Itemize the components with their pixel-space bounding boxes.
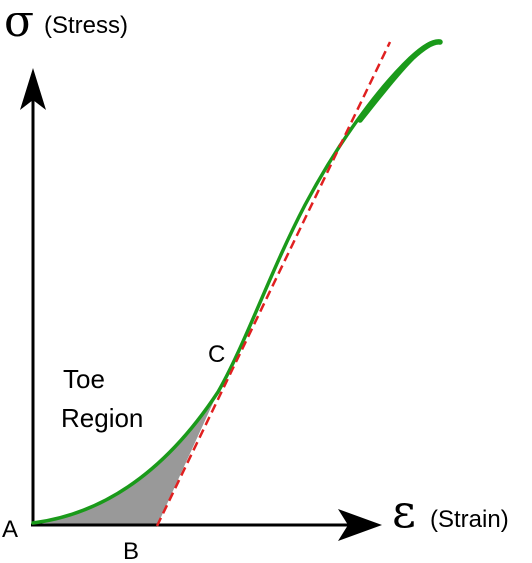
x-axis-label: (Strain): [430, 506, 509, 533]
y-axis-label: (Stress): [44, 12, 128, 39]
toe-region-label-line2: Region: [61, 403, 143, 433]
point-a-label: A: [2, 516, 18, 543]
point-b-label: B: [123, 538, 139, 563]
y-axis-symbol: σ: [4, 0, 34, 47]
stress-strain-curve-upper: [357, 39, 443, 123]
stress-strain-curve: [31, 39, 442, 525]
toe-region-label-line1: Toe: [63, 364, 105, 394]
x-axis-symbol: ε: [392, 484, 416, 538]
point-c-label: C: [208, 341, 225, 368]
y-axis-arrowhead: [20, 68, 46, 110]
x-axis-arrowhead: [338, 509, 382, 541]
tangent-line: [155, 41, 392, 527]
